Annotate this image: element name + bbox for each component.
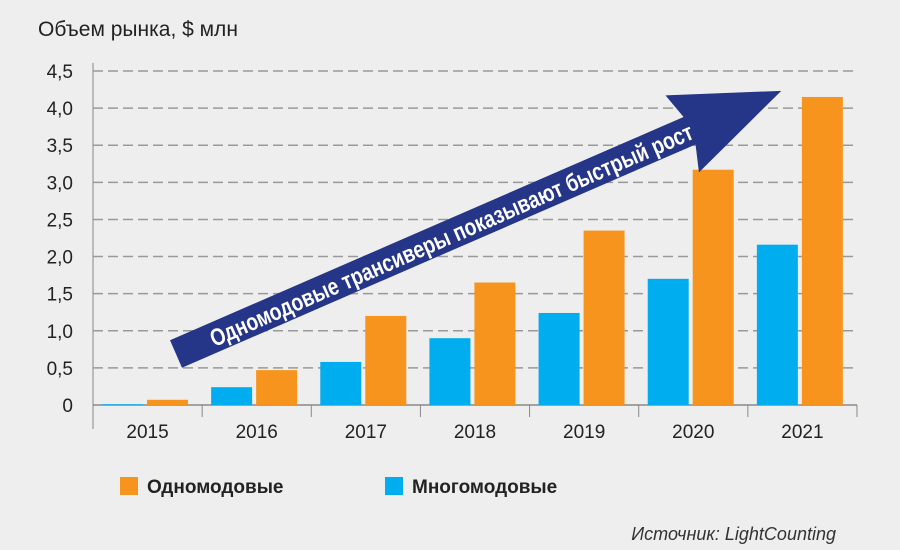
x-tick-label: 2016 [236,422,278,443]
legend-swatch [385,477,403,495]
y-tick-label: 3,0 [47,173,73,194]
bar-singlemode [474,282,516,405]
y-tick-label: 3,5 [47,136,73,157]
legend-label: Многомодовые [412,477,557,498]
bar-multimode [429,338,471,405]
bar-singlemode [801,96,843,405]
x-tick-label: 2020 [672,422,714,443]
x-tick-label: 2015 [126,422,168,443]
legend-label: Одномодовые [147,477,284,498]
chart-title: Объем рынка, $ млн [38,18,238,41]
bar-multimode [211,387,253,405]
x-tick-label: 2019 [563,422,605,443]
legend-swatch [120,477,138,495]
y-tick-label: 2,5 [47,210,73,231]
y-tick-label: 1,5 [47,285,73,306]
bar-singlemode [583,230,625,405]
bar-multimode [647,278,689,405]
y-tick-label: 4,5 [47,62,73,83]
y-tick-label: 0 [62,396,73,417]
y-tick-label: 4,0 [47,99,73,120]
bar-singlemode [365,315,407,405]
x-tick-label: 2018 [454,422,496,443]
bar-multimode [320,361,362,405]
bar-multimode [756,244,798,405]
y-tick-label: 2,0 [47,248,73,269]
bar-multimode [102,404,143,405]
y-tick-label: 0,5 [47,359,73,380]
y-tick-label: 1,0 [47,322,73,343]
bar-singlemode [256,370,298,405]
bar-singlemode [147,399,188,405]
x-tick-label: 2021 [781,422,823,443]
x-tick-label: 2017 [345,422,387,443]
source-note: Источник: LightCounting [631,524,836,544]
bar-multimode [538,312,580,405]
bar-singlemode [692,169,734,405]
arrow-shape [170,90,782,368]
